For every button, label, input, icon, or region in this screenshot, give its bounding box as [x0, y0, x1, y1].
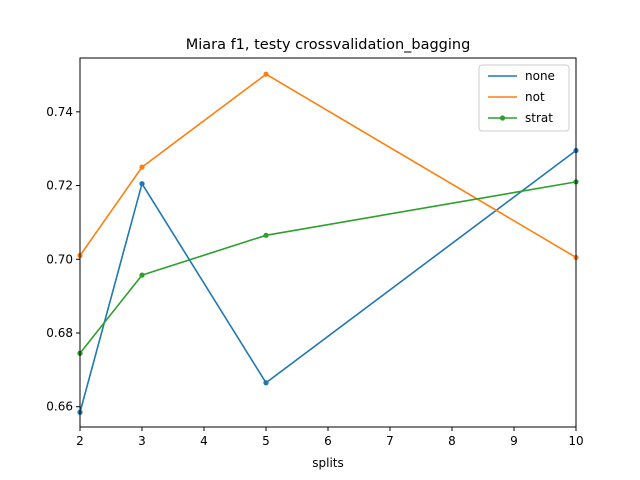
legend-label-strat: strat	[525, 111, 553, 125]
point-strat-3	[139, 272, 145, 278]
x-tick-label-7: 7	[386, 434, 394, 448]
x-tick-label-5: 5	[262, 434, 270, 448]
x-tick-label-9: 9	[510, 434, 518, 448]
x-tick-label-3: 3	[138, 434, 146, 448]
x-tick-label-2: 2	[76, 434, 84, 448]
point-not-5	[263, 71, 269, 77]
ticks-layer: 2 3 4 5 6 7 8 9 10 0.66 0.68 0.70 0.72 0.74	[46, 105, 583, 448]
x-tick-label-10: 10	[568, 434, 583, 448]
y-tick-label-0.68: 0.68	[46, 326, 73, 340]
point-strat-5	[263, 232, 269, 238]
legend: none not strat	[478, 64, 570, 132]
chart-title: Miara f1, testy crossvalidation_bagging	[186, 37, 471, 53]
legend-label-not: not	[525, 90, 545, 104]
x-tick-label-6: 6	[324, 434, 332, 448]
x-tick-label-8: 8	[448, 434, 456, 448]
legend-box	[478, 64, 570, 132]
point-not-3	[139, 164, 145, 170]
plot-frame	[79, 57, 577, 428]
point-none-3	[139, 181, 145, 187]
y-tick-label-0.7: 0.70	[46, 252, 73, 266]
x-axis-label: splits	[312, 456, 344, 470]
series-line-none	[79, 149, 577, 413]
series-line-strat	[79, 181, 577, 354]
y-tick-label-0.74: 0.74	[46, 105, 73, 119]
series-line-not	[79, 73, 577, 259]
y-tick-label-0.72: 0.72	[46, 179, 73, 193]
x-tick-label-4: 4	[200, 434, 208, 448]
legend-label-none: none	[525, 69, 555, 83]
point-none-5	[263, 380, 269, 386]
legend-marker-strat	[499, 115, 506, 121]
series-layer	[77, 71, 579, 415]
y-tick-label-0.66: 0.66	[46, 400, 73, 414]
